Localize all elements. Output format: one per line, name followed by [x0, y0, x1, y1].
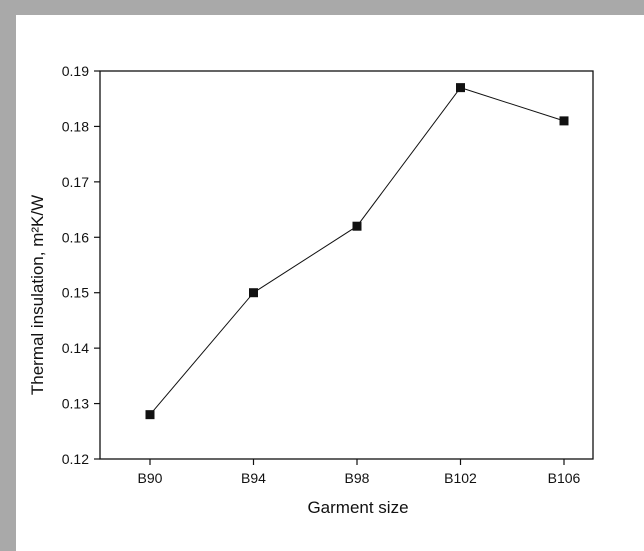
y-tick-label: 0.18 [62, 118, 89, 134]
x-tick-label: B98 [345, 470, 370, 486]
data-point [456, 83, 465, 92]
y-tick-label: 0.17 [62, 174, 89, 190]
data-markers [146, 83, 569, 419]
y-tick-label: 0.16 [62, 229, 89, 245]
plot-area [100, 71, 593, 459]
thermal-insulation-chart: 0.120.130.140.150.160.170.180.19 B90 B94 B… [16, 15, 644, 551]
figure-frame: 0.12 0.13 0.14 0.15 0.16 0.17 0.18 0.19 B90 B94 B… [16, 15, 644, 551]
data-point [560, 116, 569, 125]
y-axis: 0.12 0.13 0.14 0.15 0.16 0.17 0.18 0.19 [62, 63, 100, 467]
x-tick-label: B90 [138, 470, 163, 486]
y-tick-label: 0.14 [62, 340, 89, 356]
y-tick-label: 0.13 [62, 396, 89, 412]
y-tick-label: 0.19 [62, 63, 89, 79]
data-point [249, 288, 258, 297]
x-axis-label: Garment size [307, 498, 408, 517]
x-axis: B90 B94 B98 B102 B106 [138, 459, 581, 486]
y-axis-label: Thermal insulation, m²K/W [28, 195, 47, 395]
series-line [150, 88, 564, 415]
x-tick-label: B106 [548, 470, 581, 486]
y-tick-label: 0.12 [62, 451, 89, 467]
data-point [146, 410, 155, 419]
x-tick-label: B94 [241, 470, 266, 486]
y-tick-label: 0.15 [62, 285, 89, 301]
data-point [353, 222, 362, 231]
x-tick-label: B102 [444, 470, 477, 486]
